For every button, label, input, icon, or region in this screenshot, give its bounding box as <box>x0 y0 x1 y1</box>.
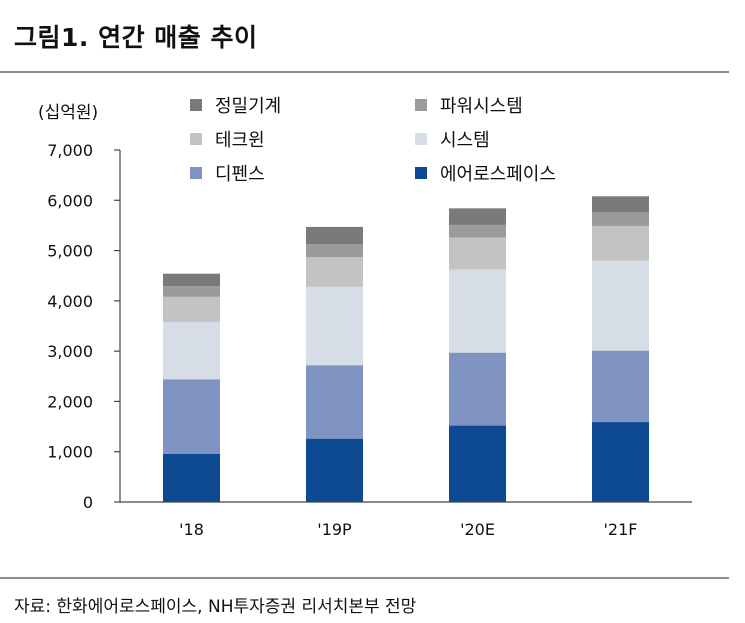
bar-segment <box>592 260 649 351</box>
bar-segment <box>163 296 220 322</box>
legend-swatch <box>415 133 427 145</box>
bar-segment <box>306 244 363 258</box>
bar-segment <box>592 422 649 502</box>
top-divider <box>0 71 729 73</box>
bar-segment <box>592 212 649 226</box>
y-tick-label: 4,000 <box>47 292 93 311</box>
bar-segment <box>163 321 220 380</box>
x-tick-label: '21F <box>604 520 638 539</box>
y-unit-label: (십억원) <box>38 103 98 123</box>
bar-segment <box>163 273 220 287</box>
bar-segment <box>449 237 506 270</box>
bar-stack <box>592 196 649 502</box>
chart-title: 그림1. 연간 매출 추이 <box>14 23 258 52</box>
bar-stack <box>163 273 220 502</box>
bar-stack <box>449 208 506 502</box>
bar-segment <box>449 224 506 238</box>
bar-segment <box>592 350 649 423</box>
bar-segment <box>449 425 506 502</box>
bar-segment <box>449 208 506 225</box>
bar-stack <box>306 226 363 502</box>
bar-segment <box>592 225 649 261</box>
y-tick-label: 0 <box>83 493 93 512</box>
bar-segment <box>449 269 506 353</box>
y-axis: 0 1,000 2,000 3,000 4,000 5,000 6,000 7,000 <box>47 141 121 512</box>
bar-segment <box>163 453 220 502</box>
x-axis: '18 '19P '20E '21F <box>120 501 692 539</box>
bar-segment <box>449 352 506 426</box>
legend-label: 디펜스 <box>215 164 265 185</box>
bar-segment <box>163 379 220 454</box>
legend-swatch <box>190 167 202 179</box>
legend-label: 정밀기계 <box>215 96 281 117</box>
y-tick-label: 2,000 <box>47 392 93 411</box>
x-tick-label: '20E <box>460 520 495 539</box>
bar-segment <box>306 226 363 245</box>
bar-segment <box>592 196 649 213</box>
legend-label: 에어로스페이스 <box>440 164 556 185</box>
legend-label: 파워시스템 <box>440 96 523 117</box>
y-tick-label: 5,000 <box>47 242 93 261</box>
x-tick-label: '18 <box>179 520 204 539</box>
source-note: 자료: 한화에어로스페이스, NH투자증권 리서치본부 전망 <box>14 597 417 617</box>
y-tick-label: 7,000 <box>47 141 93 160</box>
x-tick-label: '19P <box>317 520 352 539</box>
legend-swatch <box>415 99 427 111</box>
bar-segment <box>306 257 363 287</box>
y-tick-label: 3,000 <box>47 342 93 361</box>
legend-label: 시스템 <box>440 130 490 151</box>
bottom-divider <box>0 577 729 579</box>
bar-segment <box>306 286 363 366</box>
legend-swatch <box>190 99 202 111</box>
legend-swatch <box>190 133 202 145</box>
legend-swatch <box>415 167 427 179</box>
legend-label: 테크윈 <box>215 130 265 151</box>
bar-segment <box>306 438 363 502</box>
y-tick-label: 1,000 <box>47 443 93 462</box>
bar-segment <box>306 365 363 439</box>
bar-segment <box>163 286 220 297</box>
y-tick-label: 6,000 <box>47 191 93 210</box>
bars <box>163 196 649 502</box>
